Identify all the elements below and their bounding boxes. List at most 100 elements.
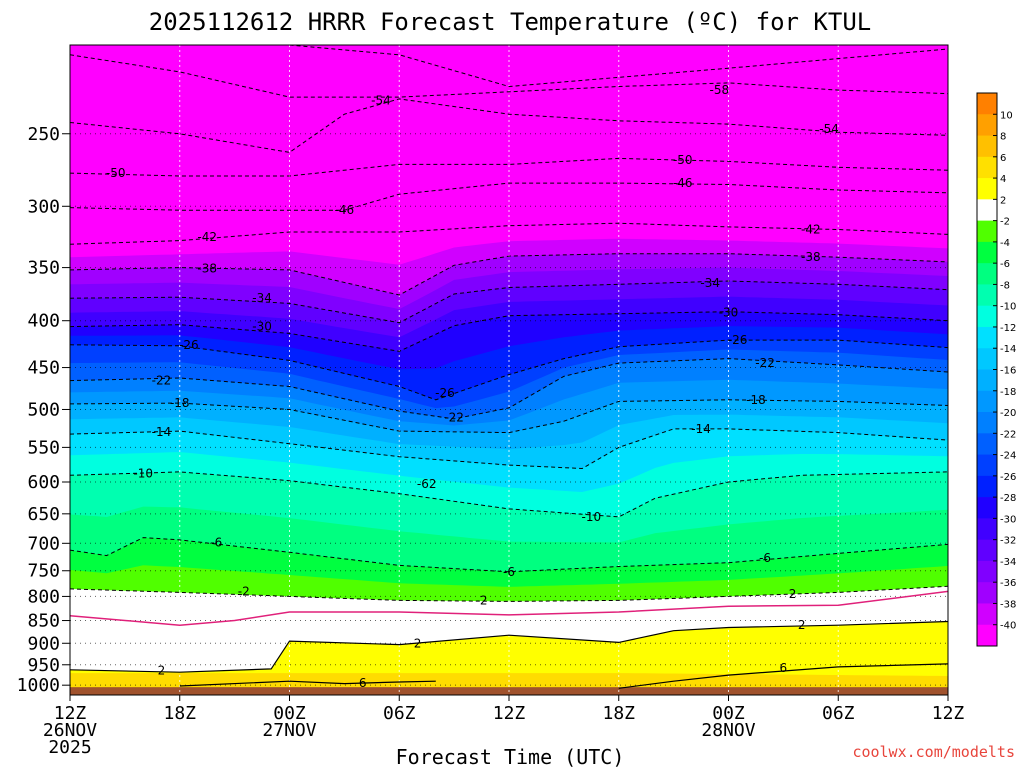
y-tick-label: 1000 [17, 675, 60, 696]
isotherm-label: -54 [371, 94, 391, 108]
isotherm-label: -58 [710, 83, 730, 97]
colorbar-label: -24 [1000, 451, 1016, 462]
isotherm-label: -34 [252, 291, 272, 305]
isotherm-label: -34 [700, 276, 720, 290]
isotherm-label: 2 [798, 618, 806, 632]
colorbar: 10 8 6 4 2 -2 -4 -6 -8 -10 -12 -14 -16 -18 -20 -22 -24 -2… [976, 92, 1016, 647]
colorbar-label: -32 [1000, 536, 1016, 547]
y-tick-label: 350 [27, 258, 60, 279]
isotherm--6 [70, 537, 948, 573]
colorbar-segment [977, 433, 997, 456]
colorbar-label: -6 [1000, 259, 1010, 270]
x-tick-label: 18Z [163, 703, 196, 724]
isotherm-label: -18 [170, 396, 190, 410]
colorbar-label: -18 [1000, 387, 1016, 398]
colorbar-segment [977, 390, 997, 413]
isotherm-label: -38 [801, 250, 821, 264]
isotherm-label: -6 [210, 536, 222, 550]
y-tick-label: 250 [27, 124, 60, 145]
y-tick-label: 650 [27, 504, 60, 525]
isotherm-label: -2 [238, 584, 250, 598]
isotherm-label: 2 [414, 636, 422, 650]
x-tick-label: 06Z [383, 703, 416, 724]
isotherm-label: -26 [435, 386, 455, 400]
y-tick-label: 400 [27, 311, 60, 332]
colorbar-segment [977, 305, 997, 328]
colorbar-label: -20 [1000, 408, 1016, 419]
colorbar-segment [977, 475, 997, 498]
colorbar-label: -38 [1000, 599, 1016, 610]
x-tick-label: 12Z [54, 703, 87, 724]
y-tick-label: 450 [27, 358, 60, 379]
colorbar-label: -22 [1000, 429, 1016, 440]
colorbar-label: -30 [1000, 514, 1016, 525]
isotherm-label: -42 [801, 222, 821, 236]
isotherm--62 [289, 45, 948, 88]
colorbar-label: -34 [1000, 557, 1016, 568]
isotherm-lines [70, 45, 948, 689]
isotherm-label: -6 [759, 551, 771, 565]
chart-title: 2025112612 HRRR Forecast Temperature (ºC… [149, 8, 871, 36]
isotherm-label: -62 [417, 477, 437, 491]
isotherm--58 [70, 54, 948, 98]
x-tick-label: 00Z [273, 703, 306, 724]
colorbar-segment [977, 497, 997, 519]
colorbar-segment [977, 348, 997, 370]
colorbar-segment [977, 263, 997, 285]
colorbar-label: -16 [1000, 366, 1016, 377]
colorbar-segment [977, 156, 997, 179]
isotherm--46 [70, 182, 948, 211]
isotherm-label: 2 [789, 587, 797, 601]
colorbar-label: -36 [1000, 578, 1016, 589]
x-tick-date: 28NOV [701, 720, 755, 741]
colorbar-label: -26 [1000, 472, 1016, 483]
isotherm-labels: -62-58-54-54-50-50-46-46-42-42-38-38-34-… [106, 83, 839, 690]
isotherm-label: -54 [819, 122, 839, 136]
colorbar-label: 4 [1000, 174, 1006, 185]
isotherm-label: -50 [106, 166, 126, 180]
x-tick-date: 26NOV [43, 720, 97, 741]
colorbar-segment [977, 518, 997, 541]
isotherm-label: -6 [503, 565, 515, 579]
isotherm-label: -50 [673, 153, 693, 167]
x-tick-label: 00Z [712, 703, 745, 724]
colorbar-label: -8 [1000, 280, 1010, 291]
y-tick-label: 500 [27, 399, 60, 420]
isotherm-label: -10 [582, 510, 602, 524]
colorbar-label: -12 [1000, 323, 1016, 334]
isotherm--34 [70, 280, 948, 324]
colorbar-segment [977, 412, 997, 434]
colorbar-label: -10 [1000, 302, 1016, 313]
colorbar-label: 6 [1000, 153, 1006, 164]
colorbar-label: 8 [1000, 132, 1006, 143]
isotherm--30 [70, 311, 948, 352]
isotherm-label: -38 [197, 262, 217, 276]
x-tick-date: 27NOV [262, 720, 316, 741]
colorbar-segment [977, 560, 997, 583]
colorbar-label: 10 [1000, 110, 1013, 121]
x-tick-label: 12Z [932, 703, 965, 724]
y-tick-label: 850 [27, 611, 60, 632]
x-tick-year: 2025 [48, 737, 91, 758]
colorbar-label: -40 [1000, 621, 1016, 632]
y-tick-label: 300 [27, 196, 60, 217]
isotherm--10 [70, 471, 948, 518]
colorbar-label: 2 [1000, 195, 1006, 206]
y-tick-label: 900 [27, 633, 60, 654]
colorbar-segment [977, 135, 997, 158]
isotherm-label: -10 [133, 466, 153, 480]
isotherm--26 [70, 339, 948, 401]
y-axis-ticks: 2503003504004505005506006507007508008509… [17, 124, 70, 696]
isotherm-label: -46 [673, 176, 693, 190]
colorbar-segment [977, 539, 997, 562]
y-tick-label: 800 [27, 586, 60, 607]
isotherm-label: -42 [197, 230, 217, 244]
colorbar-label: -2 [1000, 217, 1010, 228]
isotherm-label: -14 [152, 425, 172, 439]
colorbar-segment [977, 93, 997, 115]
colorbar-segment [977, 178, 997, 200]
isotherm-label: -2 [476, 593, 488, 607]
colorbar-segment [977, 582, 997, 604]
isotherm-label: 2 [158, 664, 166, 678]
